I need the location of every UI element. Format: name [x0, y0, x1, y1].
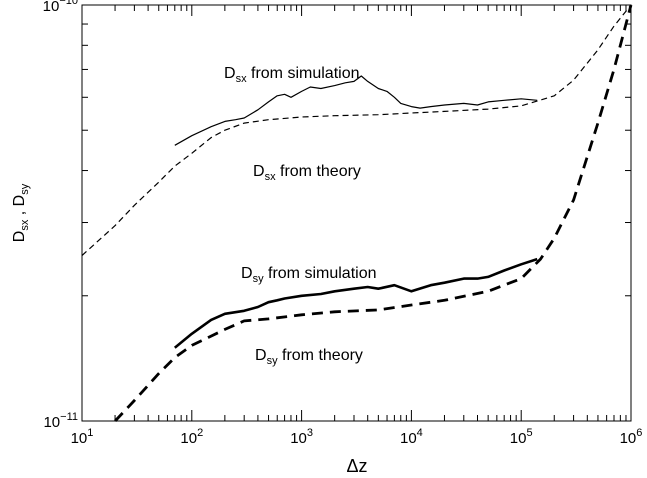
y-tick-label: 10−10 — [43, 0, 78, 15]
x-tick-label: 104 — [400, 427, 423, 447]
x-tick-label: 102 — [180, 427, 203, 447]
y-label-d-sx: D — [11, 231, 28, 243]
series-line-4 — [114, 4, 633, 422]
y-label-d-sy: D — [11, 195, 28, 207]
series-line-3 — [173, 257, 538, 349]
axis-ticks — [81, 5, 631, 422]
series-line-1 — [174, 75, 538, 146]
tick-labels: 101 102 103 104 105 106 10−11 10−10 — [43, 0, 643, 447]
annotation-sy-theory: Dsy from theory — [255, 347, 363, 367]
y-label-sub-sx: sx — [19, 219, 31, 231]
series-lines — [81, 4, 633, 422]
y-axis-label: Dsx , Dsy — [11, 183, 31, 242]
x-axis-label: Δz — [346, 456, 367, 476]
x-tick-label: 103 — [290, 427, 313, 447]
annotations: Dsx from simulation Dsx from theory Dsy fr… — [224, 65, 376, 367]
x-tick-label: 105 — [510, 427, 533, 447]
x-tick-label: 101 — [71, 427, 94, 447]
y-tick-label: 10−11 — [43, 411, 78, 431]
y-label-sub-sy: sy — [19, 183, 31, 195]
annotation-sy-sim: Dsy from simulation — [241, 265, 376, 285]
plot-frame — [81, 4, 632, 422]
annotation-sx-sim: Dsx from simulation — [224, 65, 359, 85]
annotation-sx-theory: Dsx from theory — [253, 163, 361, 183]
series-line-2 — [81, 4, 632, 256]
y-label-separator: , — [11, 206, 28, 219]
x-tick-label: 106 — [620, 427, 643, 447]
